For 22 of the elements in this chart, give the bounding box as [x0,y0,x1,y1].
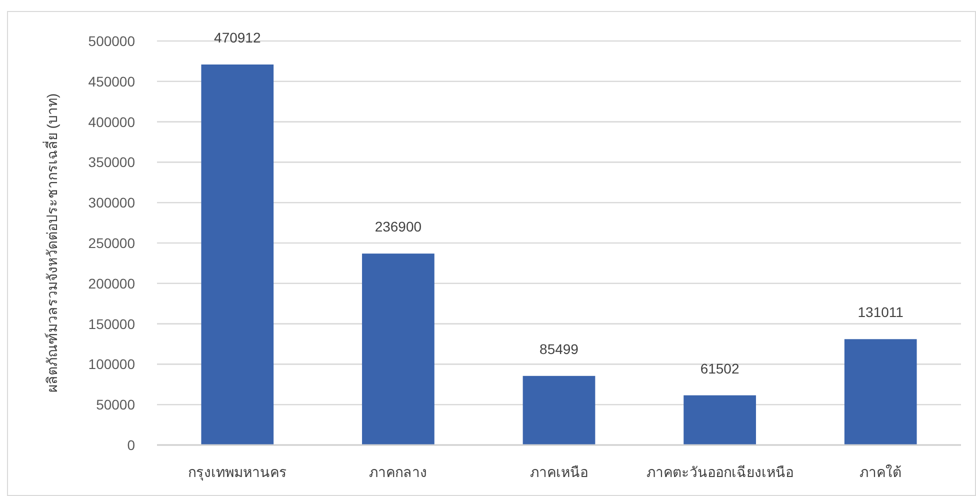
data-label: 236900 [374,218,422,235]
data-label: 131011 [858,304,904,320]
y-axis-title: ผลิตภัณฑ์มวลรวมจังหวัดต่อประชากรเฉลี่ย (บาท) [44,93,60,393]
y-tick-label: 250000 [88,235,135,251]
x-tick-label: ภาคตะวันออกเฉียงเหนือ [646,464,794,480]
data-label: 85499 [540,340,578,357]
y-tick-label: 500000 [88,33,135,49]
y-tick-label: 300000 [88,194,135,211]
x-tick-label: ภาคเหนือ [530,464,588,480]
y-tick-label: 200000 [88,275,135,292]
y-tick-label: 150000 [88,316,135,332]
y-tick-label: 100000 [88,356,135,372]
x-tick-label: ภาคกลาง [369,464,428,480]
data-label: 61502 [700,360,740,376]
y-tick-label: 350000 [88,154,135,170]
y-tick-label: 400000 [88,114,135,130]
y-tick-label: 50000 [96,396,135,413]
data-label: 470912 [214,30,261,46]
x-tick-label: กรุงเทพมหานคร [188,464,287,480]
y-tick-label: 0 [127,437,135,453]
x-tick-label: ภาคใต้ [860,464,902,480]
y-tick-label: 450000 [88,73,135,90]
